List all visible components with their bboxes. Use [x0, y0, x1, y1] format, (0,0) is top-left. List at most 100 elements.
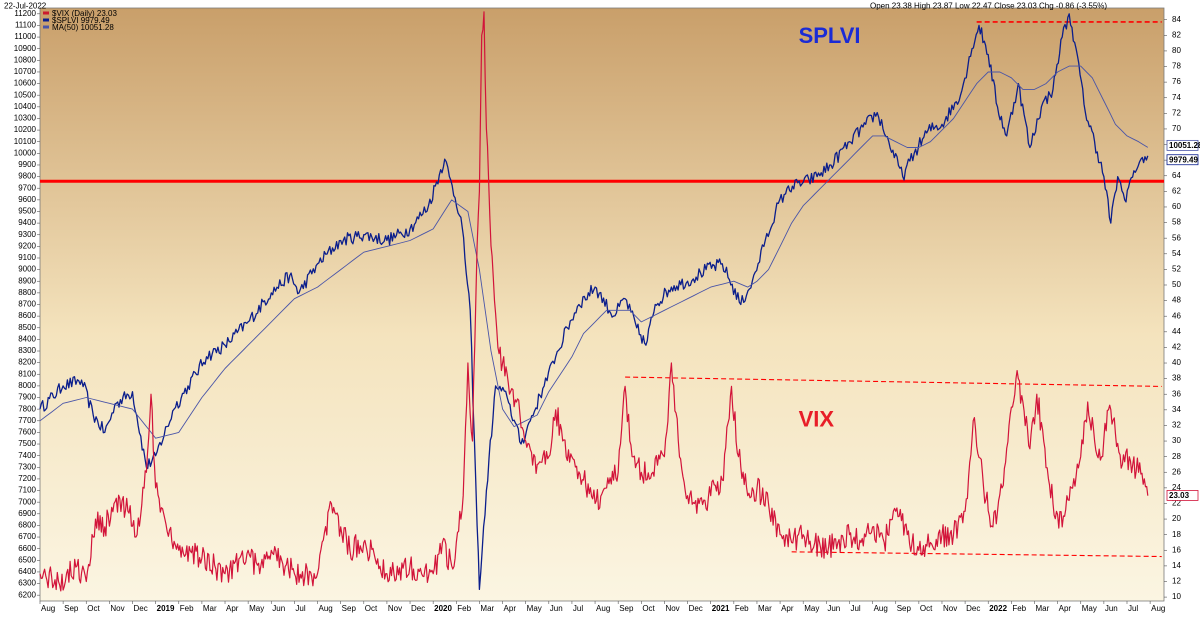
right-tick-label: 42: [1172, 343, 1181, 352]
x-tick-month-label: Jun: [272, 604, 285, 613]
left-tick-label: 10700: [14, 67, 37, 76]
x-tick-month-label: Dec: [966, 604, 980, 613]
plot-area[interactable]: [39, 7, 1165, 602]
right-tick-label: 12: [1172, 577, 1181, 586]
left-tick-label: 10000: [14, 148, 37, 157]
right-tick-label: 28: [1172, 452, 1181, 461]
legend-entry: MA(50) 10051.28: [52, 23, 114, 32]
vix-lower-line: [791, 551, 1162, 558]
left-tick-label: 10900: [14, 44, 37, 53]
left-tick-label: 9600: [18, 195, 36, 204]
x-tick-month-label: Dec: [689, 604, 703, 613]
left-tick-label: 7200: [18, 474, 36, 483]
right-tick-label: 76: [1172, 77, 1181, 86]
x-tick-year-label: 2019: [157, 604, 175, 613]
vix-series-line: [39, 11, 1149, 592]
left-tick-label: 6300: [18, 579, 36, 588]
left-tick-label: 6800: [18, 521, 36, 530]
right-tick-label: 22: [1172, 499, 1181, 508]
right-tick-label: 20: [1172, 514, 1181, 523]
left-tick-label: 10300: [14, 114, 37, 123]
ma50-last-value: 10051.28: [1169, 141, 1200, 150]
left-tick-label: 9200: [18, 241, 36, 250]
x-tick-month-label: Aug: [874, 604, 888, 613]
x-tick-month-label: Oct: [87, 604, 100, 613]
x-tick-month-label: Mar: [758, 604, 772, 613]
x-tick-month-label: Dec: [134, 604, 148, 613]
vix-last-value-box: [1166, 490, 1199, 501]
x-tick-month-label: Jul: [295, 604, 305, 613]
left-tick-label: 8900: [18, 276, 36, 285]
ma50-last-value-box: [1166, 139, 1199, 151]
x-tick-month-label: Apr: [226, 604, 239, 613]
left-tick-label: 9900: [18, 160, 36, 169]
x-tick-month-label: Sep: [897, 604, 912, 613]
chart-header: 22-Jul-2022 Open 23.38 High 23.87 Low 22…: [4, 2, 1107, 11]
left-tick-label: 6600: [18, 544, 36, 553]
x-tick-month-label: May: [1082, 604, 1097, 613]
left-tick-label: 6400: [18, 567, 36, 576]
x-tick-month-label: Sep: [619, 604, 634, 613]
x-tick-month-label: Jun: [827, 604, 840, 613]
left-tick-label: 7400: [18, 451, 36, 460]
left-tick-label: 10800: [14, 55, 37, 64]
left-tick-label: 9400: [18, 218, 36, 227]
right-tick-label: 18: [1172, 530, 1181, 539]
vix-last-value: 23.03: [1169, 491, 1190, 500]
x-tick-month-label: Oct: [642, 604, 655, 613]
x-tick-month-label: Oct: [365, 604, 378, 613]
right-tick-label: 14: [1172, 561, 1181, 570]
left-tick-label: 10400: [14, 102, 37, 111]
right-tick-label: 78: [1172, 62, 1181, 71]
x-tick-month-label: May: [527, 604, 542, 613]
right-tick-label: 80: [1172, 46, 1181, 55]
right-axis: 10 12 14 16 18 20 22 24 26 28 30 32 34 36 38 40 42 44 46 48…: [1164, 15, 1181, 601]
left-tick-label: 6900: [18, 509, 36, 518]
annotations: SPLVI VIX: [799, 23, 861, 432]
x-tick-month-label: Oct: [920, 604, 933, 613]
splvi-last-value: 9979.49: [1169, 155, 1198, 164]
right-tick-label: 50: [1172, 280, 1181, 289]
right-tick-label: 72: [1172, 108, 1181, 117]
last-value-labels: 10051.28 9979.49 23.03: [1166, 139, 1200, 501]
left-tick-label: 8400: [18, 334, 36, 343]
x-tick-month-label: Aug: [319, 604, 333, 613]
right-tick-label: 70: [1172, 124, 1181, 133]
x-tick-month-label: Jul: [1128, 604, 1138, 613]
left-tick-label: 10200: [14, 125, 37, 134]
ma50-series-line: [39, 65, 1149, 439]
right-tick-label: 56: [1172, 233, 1181, 242]
left-tick-label: 9100: [18, 253, 36, 262]
x-tick-month-label: Aug: [596, 604, 610, 613]
x-tick-month-label: Mar: [480, 604, 494, 613]
legend-entry: $SPLVI 9979.49: [52, 16, 110, 25]
left-tick-label: 10500: [14, 90, 37, 99]
left-tick-label: 7000: [18, 497, 36, 506]
left-tick-label: 8300: [18, 346, 36, 355]
x-tick-month-label: May: [249, 604, 264, 613]
x-tick-month-label: Nov: [665, 604, 679, 613]
left-tick-label: 7100: [18, 486, 36, 495]
left-tick-label: 9300: [18, 230, 36, 239]
x-tick-month-label: Aug: [41, 604, 55, 613]
x-tick-month-label: Feb: [735, 604, 749, 613]
x-tick-month-label: Jun: [550, 604, 563, 613]
right-tick-label: 48: [1172, 296, 1181, 305]
right-tick-label: 58: [1172, 218, 1181, 227]
left-tick-label: 8600: [18, 311, 36, 320]
right-tick-label: 34: [1172, 405, 1181, 414]
left-tick-label: 9700: [18, 183, 36, 192]
left-tick-label: 8000: [18, 381, 36, 390]
right-tick-label: 62: [1172, 186, 1181, 195]
right-tick-label: 64: [1172, 171, 1181, 180]
x-tick-month-label: Feb: [1012, 604, 1026, 613]
left-tick-label: 9000: [18, 265, 36, 274]
left-tick-label: 11100: [15, 21, 37, 30]
right-tick-label: 46: [1172, 311, 1181, 320]
right-tick-label: 84: [1172, 15, 1181, 24]
left-tick-label: 6200: [18, 590, 36, 599]
x-tick-month-label: Nov: [388, 604, 402, 613]
left-tick-label: 7800: [18, 404, 36, 413]
